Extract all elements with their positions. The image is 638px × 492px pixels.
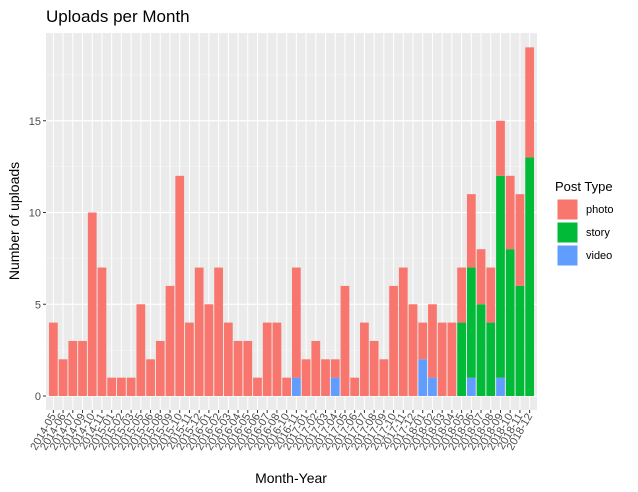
legend: Post Type photo story video — [555, 179, 614, 267]
bar-photo — [398, 267, 408, 396]
y-tick-label: 5 — [35, 299, 41, 311]
bar-photo — [78, 340, 87, 396]
bar-photo — [253, 377, 262, 396]
legend-label-video: video — [586, 250, 612, 262]
bar-photo — [496, 120, 505, 176]
bar-photo — [340, 285, 350, 396]
bar-video — [466, 377, 476, 396]
bar-photo — [282, 377, 292, 396]
bar-photo — [476, 249, 486, 305]
bar-photo — [185, 322, 194, 396]
x-axis-title: Month-Year — [255, 470, 327, 486]
bar-photo — [136, 304, 146, 396]
bar-photo — [321, 359, 330, 396]
legend-key-video — [556, 244, 579, 267]
bars — [48, 47, 535, 396]
bar-photo — [194, 267, 204, 396]
bar-photo — [525, 47, 535, 158]
bar-photo — [117, 377, 126, 396]
bar-photo — [437, 322, 447, 396]
bar-photo — [311, 340, 321, 396]
bar-photo — [389, 285, 398, 396]
chart-title: Uploads per Month — [46, 7, 190, 26]
bar-video — [330, 377, 340, 396]
bar-photo — [379, 359, 389, 396]
bar-photo — [126, 377, 136, 396]
bar-photo — [428, 304, 437, 378]
bar-photo — [87, 212, 97, 396]
bar-story — [496, 175, 505, 378]
legend-label-photo: photo — [586, 204, 614, 216]
bar-photo — [214, 267, 223, 396]
bar-story — [505, 249, 515, 396]
y-tick-label: 15 — [29, 116, 41, 128]
bar-story — [515, 285, 525, 396]
bar-story — [466, 267, 476, 378]
bar-photo — [486, 267, 496, 323]
bar-story — [486, 322, 496, 396]
bar-story — [525, 157, 535, 396]
bar-photo — [272, 322, 282, 396]
bar-photo — [58, 359, 68, 396]
bar-video — [496, 377, 505, 396]
y-axis-title: Number of uploads — [6, 162, 22, 280]
bar-photo — [48, 322, 58, 396]
bar-photo — [243, 340, 253, 396]
bar-photo — [204, 304, 214, 396]
bar-photo — [155, 340, 165, 396]
y-axis: 0 5 10 15 — [29, 116, 46, 403]
bar-photo — [165, 285, 175, 396]
y-tick-label: 0 — [35, 391, 41, 403]
bar-video — [428, 377, 437, 396]
bar-photo — [262, 322, 272, 396]
bar-photo — [418, 322, 428, 360]
x-axis: 2014-052014-062014-072014-092014-102014-… — [28, 410, 535, 452]
bar-story — [476, 304, 486, 396]
bar-photo — [68, 340, 78, 396]
bar-photo — [107, 377, 117, 396]
bar-photo — [175, 175, 185, 396]
bar-photo — [457, 267, 466, 323]
bar-photo — [223, 322, 233, 396]
bar-photo — [515, 194, 525, 286]
bar-story — [457, 322, 466, 396]
legend-title: Post Type — [555, 179, 613, 194]
legend-key-story — [556, 221, 579, 244]
bar-photo — [466, 194, 476, 268]
legend-key-photo — [556, 198, 579, 221]
legend-label-story: story — [586, 227, 610, 239]
bar-photo — [233, 340, 243, 396]
bar-photo — [408, 304, 418, 396]
y-tick-label: 10 — [29, 208, 41, 220]
bar-photo — [447, 322, 457, 396]
bar-video — [418, 359, 428, 396]
bar-photo — [291, 267, 301, 378]
bar-photo — [369, 340, 379, 396]
bar-photo — [360, 322, 369, 396]
bar-photo — [505, 175, 515, 250]
bar-photo — [301, 359, 311, 396]
bar-photo — [330, 359, 340, 378]
bar-photo — [350, 377, 360, 396]
bar-photo — [146, 359, 155, 396]
bar-photo — [97, 267, 107, 396]
bar-video — [291, 377, 301, 396]
